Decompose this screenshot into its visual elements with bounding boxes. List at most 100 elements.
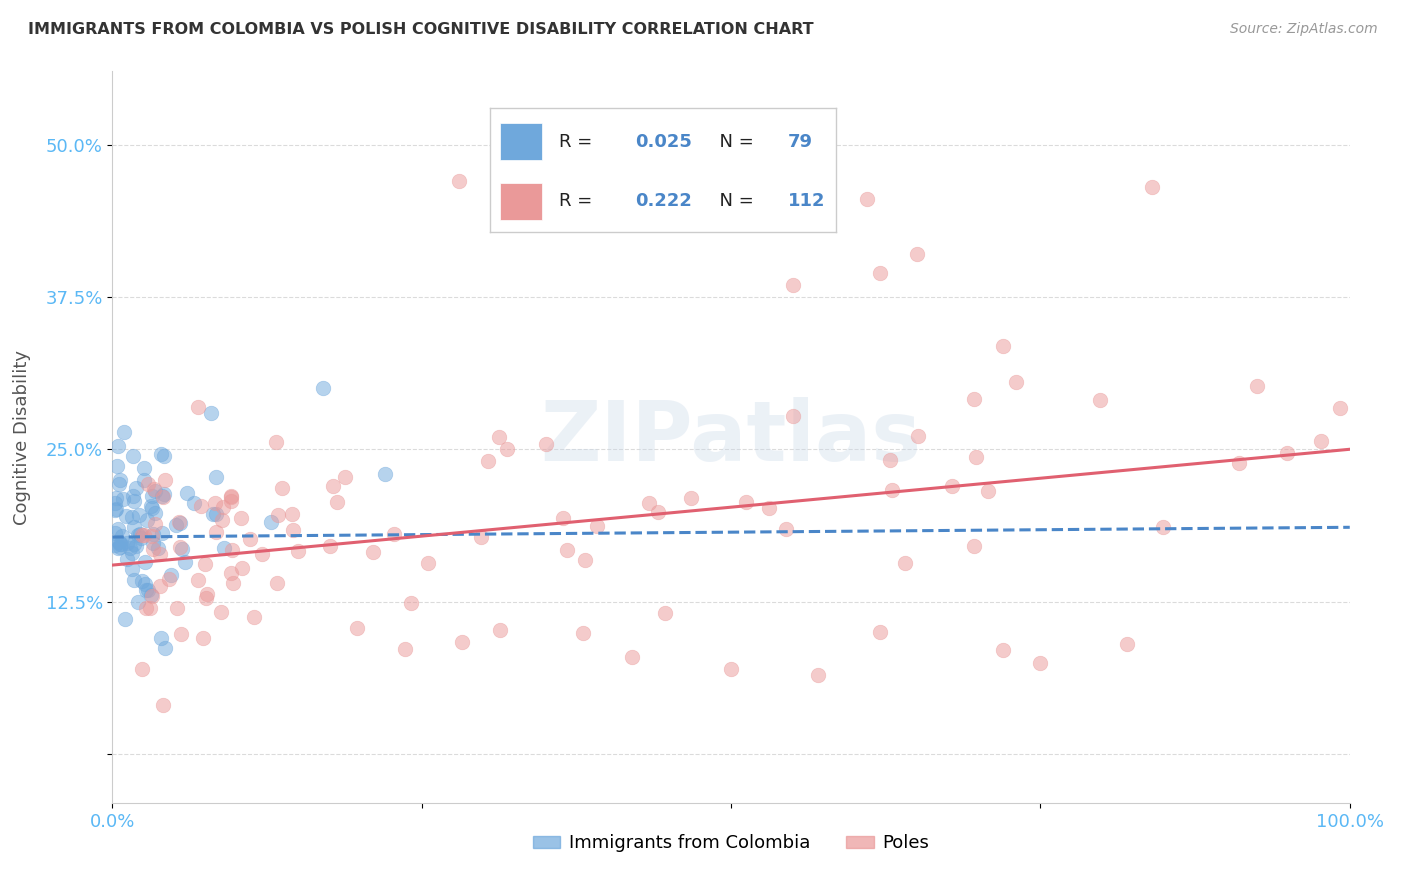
Point — [136, 513, 159, 527]
Point — [120, 541, 142, 556]
Point — [322, 478, 344, 492]
Point — [166, 600, 188, 615]
Point — [129, 531, 152, 545]
Text: IMMIGRANTS FROM COLOMBIA VS POLISH COGNITIVE DISABILITY CORRELATION CHART: IMMIGRANTS FROM COLOMBIA VS POLISH COGNI… — [28, 22, 814, 37]
Point — [451, 634, 474, 648]
Point — [219, 490, 242, 504]
Point — [104, 538, 127, 552]
Point — [122, 489, 145, 503]
Point — [142, 482, 165, 496]
Point — [963, 539, 986, 553]
Point — [139, 588, 162, 602]
Point — [134, 576, 156, 591]
Point — [104, 526, 127, 541]
Point — [129, 526, 152, 541]
Point — [108, 535, 131, 549]
Point — [1329, 401, 1351, 415]
Point — [534, 436, 557, 450]
Point — [135, 582, 157, 597]
Point — [136, 476, 159, 491]
Point — [222, 576, 245, 591]
Point — [194, 557, 217, 571]
Point — [104, 491, 127, 505]
Point — [551, 510, 574, 524]
Point — [107, 541, 129, 555]
Y-axis label: Cognitive Disability: Cognitive Disability — [14, 350, 31, 524]
Point — [361, 544, 384, 558]
Point — [782, 277, 804, 292]
Point — [204, 470, 226, 484]
Point — [132, 473, 155, 487]
Text: ZIPatlas: ZIPatlas — [541, 397, 921, 477]
Point — [319, 539, 342, 553]
Point — [880, 483, 903, 497]
Point — [146, 541, 169, 555]
Point — [115, 535, 138, 549]
Point — [907, 429, 929, 443]
Point — [122, 494, 145, 508]
Point — [976, 484, 998, 499]
Point — [239, 532, 262, 546]
Point — [124, 481, 146, 495]
Point — [107, 439, 129, 453]
Point — [219, 489, 242, 503]
Point — [183, 496, 205, 510]
Point — [621, 649, 644, 664]
Point — [110, 540, 132, 554]
Point — [152, 698, 174, 713]
Point — [149, 579, 172, 593]
Point — [221, 493, 243, 508]
Point — [495, 442, 517, 457]
Point — [142, 527, 165, 541]
Point — [869, 266, 891, 280]
Point — [143, 483, 166, 498]
Point — [266, 576, 288, 591]
Point — [782, 409, 804, 423]
Point — [195, 591, 218, 605]
Point — [647, 505, 669, 519]
Point — [121, 546, 143, 560]
Point — [231, 561, 253, 575]
Point — [104, 502, 127, 516]
Point — [807, 667, 830, 681]
Point — [879, 452, 901, 467]
Point — [143, 506, 166, 520]
Point — [243, 610, 266, 624]
Point — [187, 573, 209, 587]
Point — [333, 470, 356, 484]
Point — [121, 510, 143, 524]
Legend: Immigrants from Colombia, Poles: Immigrants from Colombia, Poles — [526, 827, 936, 860]
Point — [250, 547, 273, 561]
Point — [160, 567, 183, 582]
Point — [1246, 379, 1268, 393]
Point — [195, 587, 218, 601]
Point — [122, 573, 145, 587]
Point — [150, 525, 173, 540]
Point — [142, 541, 165, 556]
Point — [993, 643, 1015, 657]
Point — [775, 522, 797, 536]
Point — [1152, 520, 1174, 534]
Point — [150, 632, 173, 646]
Point — [488, 624, 510, 638]
Point — [165, 518, 187, 533]
Point — [231, 511, 253, 525]
Point — [202, 507, 225, 521]
Point — [105, 458, 128, 473]
Point — [204, 496, 226, 510]
Point — [134, 461, 156, 475]
Point — [152, 491, 174, 505]
Point — [131, 574, 153, 588]
Point — [447, 174, 470, 188]
Point — [150, 489, 173, 503]
Point — [141, 500, 163, 515]
Point — [122, 449, 145, 463]
Point — [219, 566, 242, 581]
Point — [214, 541, 236, 555]
Point — [399, 595, 422, 609]
Point — [221, 543, 243, 558]
Point — [585, 519, 607, 533]
Point — [108, 473, 131, 487]
Point — [141, 528, 163, 542]
Point — [172, 541, 194, 556]
